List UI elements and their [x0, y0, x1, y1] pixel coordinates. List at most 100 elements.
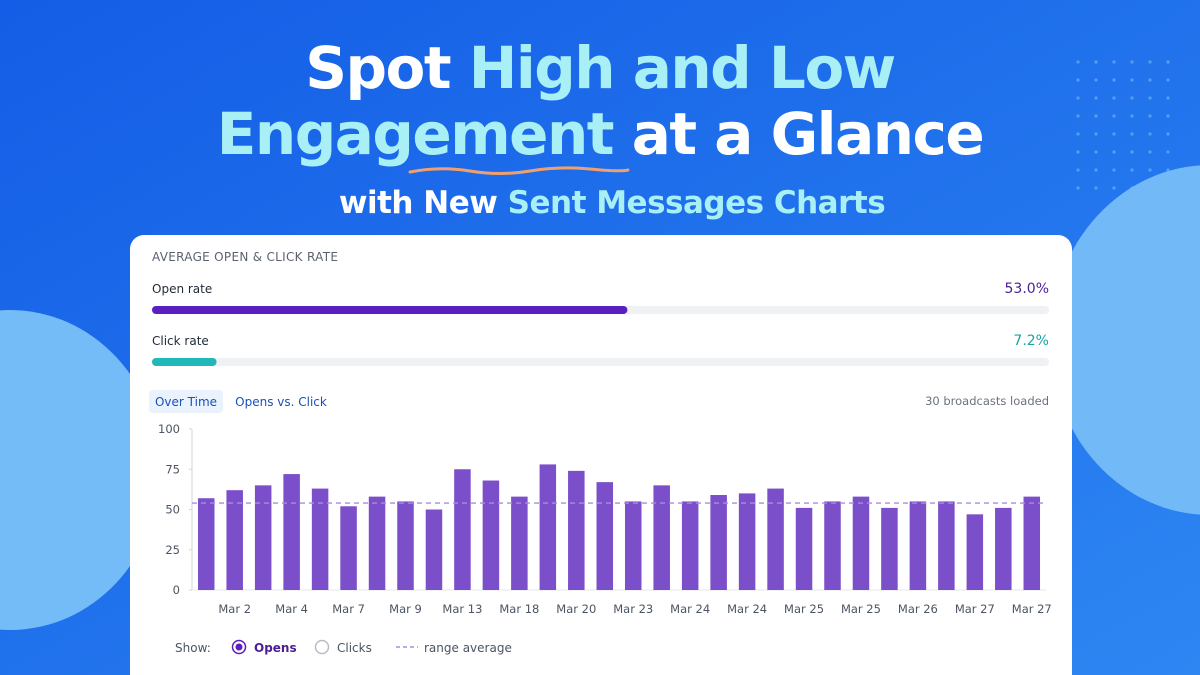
dot	[1076, 168, 1080, 172]
tab-active-bg[interactable]	[149, 390, 223, 413]
x-tick-label: Mar 4	[275, 602, 308, 616]
dot	[1166, 60, 1170, 64]
bar	[795, 507, 813, 590]
dot	[1166, 78, 1170, 82]
dot	[1112, 60, 1116, 64]
dot	[1130, 132, 1134, 136]
bar	[511, 496, 528, 590]
dot	[1076, 78, 1080, 82]
radio[interactable]	[314, 639, 330, 655]
bar	[454, 469, 471, 590]
headline-line2: Engagement at a Glance	[217, 100, 983, 168]
headline-highlight: High and Low	[469, 34, 895, 102]
dot	[1076, 96, 1080, 100]
dot	[1148, 186, 1152, 190]
bar	[340, 506, 357, 590]
headline-text: Spot	[305, 34, 469, 102]
bar	[767, 488, 784, 590]
x-tick-label: Mar 18	[499, 602, 539, 616]
subtitle-text: with New	[339, 185, 508, 221]
dot	[1166, 132, 1170, 136]
dot	[1094, 150, 1098, 154]
card-title: AVERAGE OPEN & CLICK RATE	[152, 250, 338, 264]
dot	[1130, 96, 1134, 100]
dot	[1130, 60, 1134, 64]
dot	[1166, 150, 1170, 154]
dot	[1166, 168, 1170, 172]
bar	[938, 501, 955, 590]
dot	[1148, 168, 1152, 172]
dot	[1112, 150, 1116, 154]
progress-track	[152, 358, 1049, 366]
bar	[909, 501, 927, 590]
x-tick-label: Mar 13	[442, 602, 482, 616]
y-tick-label: 0	[173, 583, 180, 597]
dot	[1112, 96, 1116, 100]
metric-label: Open rate	[152, 282, 212, 296]
y-tick-label: 75	[165, 462, 180, 476]
bar	[368, 496, 386, 590]
dot	[1094, 132, 1098, 136]
bar	[311, 488, 329, 590]
x-tick-label: Mar 2	[218, 602, 251, 616]
dot	[1148, 114, 1152, 118]
x-tick-label: Mar 25	[841, 602, 881, 616]
bar	[539, 464, 557, 590]
dot-pattern	[1076, 60, 1170, 190]
x-tick-label: Mar 26	[898, 602, 938, 616]
dot	[1130, 150, 1134, 154]
dot	[1130, 78, 1134, 82]
dot	[1094, 78, 1098, 82]
bar	[425, 509, 443, 590]
radio-label[interactable]: Clicks	[337, 641, 372, 655]
progress-fill	[152, 306, 628, 314]
subtitle-highlight: Sent Messages Charts	[508, 185, 886, 221]
dot	[1112, 186, 1116, 190]
dot	[1166, 96, 1170, 100]
dot	[1148, 60, 1152, 64]
blob-left	[0, 310, 160, 630]
bar	[197, 498, 215, 590]
radio-dot	[235, 643, 243, 651]
bar	[568, 470, 585, 590]
bar	[254, 485, 272, 590]
dot	[1166, 186, 1170, 190]
x-tick-label: Mar 23	[613, 602, 653, 616]
subtitle: with New Sent Messages Charts	[339, 185, 885, 221]
x-tick-label: Mar 27	[1012, 602, 1052, 616]
x-tick-label: Mar 25	[784, 602, 824, 616]
dot	[1148, 150, 1152, 154]
dot	[1094, 96, 1098, 100]
bar	[966, 514, 984, 590]
bar	[596, 482, 614, 590]
headline-text: at a Glance	[613, 100, 983, 168]
x-tick-label: Mar 20	[556, 602, 596, 616]
dot	[1094, 60, 1098, 64]
dot	[1148, 132, 1152, 136]
radio-label[interactable]: Opens	[254, 641, 297, 655]
bar	[1023, 496, 1041, 590]
dot	[1112, 78, 1116, 82]
dot	[1076, 114, 1080, 118]
blob-right	[1050, 165, 1200, 515]
dot	[1166, 114, 1170, 118]
x-tick-label: Mar 24	[727, 602, 767, 616]
tab[interactable]: Over Time	[155, 395, 217, 409]
bar	[852, 496, 870, 590]
legend-show: Show:	[175, 641, 211, 655]
bar	[482, 480, 500, 590]
dot	[1148, 96, 1152, 100]
bar	[881, 507, 898, 590]
y-tick-label: 100	[158, 422, 180, 436]
headline-line1: Spot High and Low	[305, 34, 895, 102]
bar	[226, 490, 243, 590]
tab[interactable]: Opens vs. Click	[235, 395, 327, 409]
status: 30 broadcasts loaded	[925, 394, 1049, 408]
legend-average: range average	[424, 641, 512, 655]
y-tick-label: 25	[165, 543, 180, 557]
y-tick-label: 50	[165, 503, 180, 517]
dot	[1112, 132, 1116, 136]
dot	[1112, 114, 1116, 118]
dot	[1094, 186, 1098, 190]
dot	[1076, 150, 1080, 154]
